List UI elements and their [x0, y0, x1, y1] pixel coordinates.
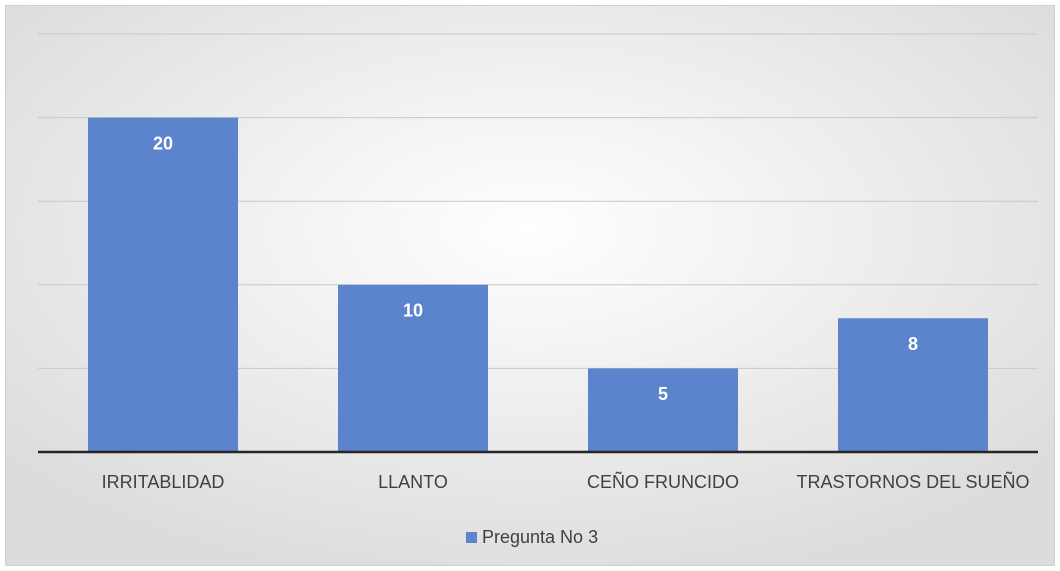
legend-swatch [466, 532, 477, 543]
bar [838, 318, 988, 452]
data-label: 5 [658, 384, 668, 404]
x-tick-label: LLANTO [378, 472, 448, 492]
x-tick-label: TRASTORNOS DEL SUEÑO [796, 471, 1029, 492]
data-label: 20 [153, 133, 173, 153]
x-tick-label: IRRITABLIDAD [102, 472, 225, 492]
bar [88, 117, 238, 452]
legend-label: Pregunta No 3 [482, 527, 598, 547]
x-tick-label: CEÑO FRUNCIDO [587, 471, 739, 492]
data-label: 8 [908, 334, 918, 354]
bar [338, 284, 488, 452]
bar [588, 368, 738, 452]
data-label: 10 [403, 301, 423, 321]
